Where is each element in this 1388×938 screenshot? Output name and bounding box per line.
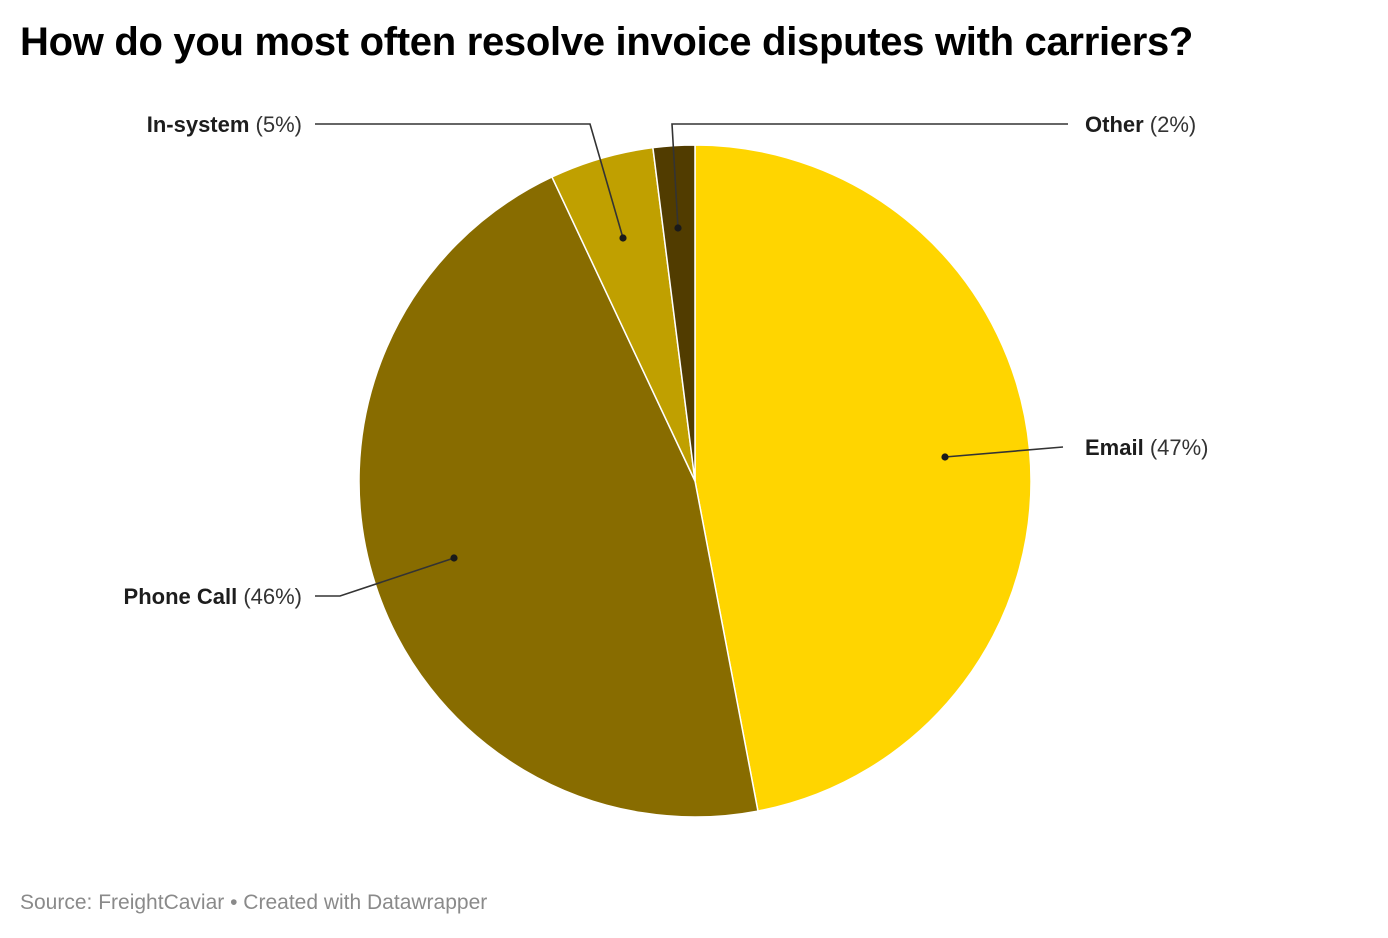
- slice-label-in-system: In-system (5%): [147, 112, 302, 137]
- slice-label-value: (47%): [1150, 435, 1209, 460]
- slice-label-name: In-system: [147, 112, 256, 137]
- slice-label-name: Other: [1085, 112, 1150, 137]
- slice-label-phone-call: Phone Call (46%): [124, 584, 302, 609]
- leader-dot-other: [674, 224, 682, 232]
- slice-label-value: (2%): [1150, 112, 1196, 137]
- pie-slice-email: [694, 144, 1032, 812]
- leader-lines: [315, 123, 1068, 597]
- slice-label-value: (5%): [256, 112, 302, 137]
- leader-dot-in-system: [619, 234, 627, 242]
- leader-line-phone-call: [315, 557, 455, 597]
- chart-footer: Source: FreightCaviar • Created with Dat…: [20, 891, 487, 915]
- slice-label-name: Phone Call: [124, 584, 244, 609]
- pie-chart: Email (47%) Phone Call (46%) In-system (5%…: [124, 112, 1209, 818]
- slice-label-other: Other (2%): [1085, 112, 1196, 137]
- source-note: Source: FreightCaviar: [20, 891, 225, 914]
- slice-labels: Email (47%) Phone Call (46%) In-system (5%…: [124, 112, 1209, 609]
- slice-label-name: Email: [1085, 435, 1150, 460]
- leader-line-in-system: [315, 123, 624, 239]
- chart-title: How do you most often resolve invoice di…: [20, 20, 1194, 64]
- slice-label-value: (46%): [243, 584, 302, 609]
- credit-note: Created with Datawrapper: [243, 891, 488, 914]
- leader-line-other: [671, 123, 1068, 229]
- leader-dot-email: [941, 453, 949, 461]
- pie-slices: [358, 144, 1032, 818]
- slice-label-email: Email (47%): [1085, 435, 1209, 460]
- leader-line-email: [944, 446, 1064, 458]
- footer-separator: •: [230, 891, 238, 914]
- leader-dot-phone-call: [450, 554, 458, 562]
